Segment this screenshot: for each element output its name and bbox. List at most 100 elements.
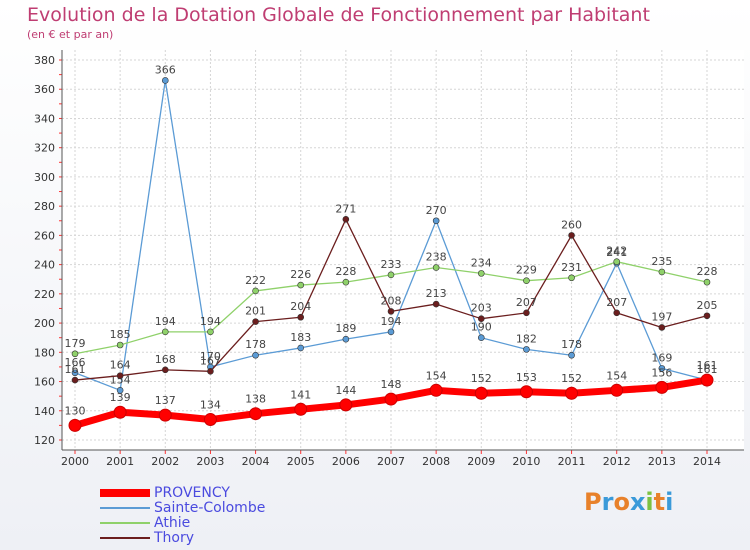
y-tick-label: 320 <box>34 142 55 155</box>
data-point <box>249 407 263 421</box>
legend-label: Thory <box>154 529 195 546</box>
data-point <box>703 312 711 320</box>
data-label: 182 <box>516 332 537 345</box>
x-tick-label: 2009 <box>467 455 495 468</box>
data-point <box>158 408 172 422</box>
x-tick-label: 2004 <box>242 455 270 468</box>
data-label: 190 <box>471 321 492 334</box>
legend-swatch-thory <box>100 536 150 539</box>
data-point <box>116 387 124 394</box>
data-label: 178 <box>561 338 582 351</box>
series-provency: 130 139 137 134 138 141 144 148 154 152 153 152 154 1… <box>65 359 718 432</box>
data-label: 233 <box>381 258 402 271</box>
legend-item-sainte-colombe: Sainte-Colombe <box>100 500 265 516</box>
legend-label: PROVENCY <box>154 484 230 501</box>
data-label: 228 <box>697 265 718 278</box>
data-point <box>432 264 440 271</box>
data-label: 205 <box>697 299 718 312</box>
data-label: 271 <box>335 202 356 215</box>
data-label: 204 <box>290 300 311 313</box>
data-point <box>658 268 666 276</box>
y-tick-label: 240 <box>34 259 55 272</box>
x-tick-label: 2010 <box>512 455 540 468</box>
data-point <box>565 386 579 400</box>
data-point <box>477 315 485 322</box>
chart-subtitle: (en € et par an) <box>27 28 114 41</box>
data-point <box>568 351 575 359</box>
y-tick-label: 220 <box>34 288 55 301</box>
data-label: 228 <box>335 265 356 278</box>
legend-swatch-provency <box>100 488 150 497</box>
x-tick-label: 2013 <box>648 455 676 468</box>
data-point <box>297 281 305 289</box>
data-point <box>477 334 485 341</box>
data-label: 229 <box>516 264 537 277</box>
data-point <box>252 351 259 359</box>
y-tick-label: 380 <box>34 54 55 67</box>
data-label: 137 <box>155 394 176 407</box>
data-label: 156 <box>651 366 672 379</box>
data-label: 208 <box>381 294 402 307</box>
x-tick-label: 2007 <box>377 455 405 468</box>
x-tick-label: 2006 <box>332 455 360 468</box>
series-thory: 161 164 168 167 201 204 271 208 213 203 207 260 207 1… <box>65 202 718 384</box>
data-point <box>71 350 79 358</box>
chart-title: Evolution de la Dotation Globale de Fonc… <box>27 4 650 26</box>
y-tick-label: 360 <box>34 83 55 96</box>
data-label: 153 <box>516 371 537 384</box>
data-point <box>116 341 124 349</box>
data-point <box>432 217 440 225</box>
data-label: 169 <box>651 351 672 364</box>
data-point <box>387 271 395 279</box>
logo-letter: t <box>653 488 666 516</box>
data-point <box>161 77 169 84</box>
data-label: 194 <box>155 315 176 328</box>
x-tick-label: 2000 <box>61 455 89 468</box>
legend-item-provency: PROVENCY <box>100 484 265 501</box>
data-point <box>384 392 398 406</box>
data-label: 231 <box>561 261 582 274</box>
y-tick-label: 280 <box>34 200 55 213</box>
legend-swatch-athie <box>100 521 150 524</box>
legend-item-athie: Athie <box>100 514 265 531</box>
y-tick-label: 300 <box>34 171 55 184</box>
logo-letter: P <box>584 488 602 516</box>
data-label: 194 <box>200 315 221 328</box>
data-point <box>387 328 395 336</box>
data-point <box>613 309 621 317</box>
logo-letter: r <box>601 488 614 516</box>
data-label: 141 <box>290 388 311 401</box>
y-tick-label: 120 <box>34 434 55 447</box>
data-label: 152 <box>561 372 582 385</box>
data-label: 168 <box>155 353 176 366</box>
data-point <box>703 278 711 286</box>
data-label: 201 <box>245 305 266 318</box>
y-tick-label: 140 <box>34 405 55 418</box>
data-label: 185 <box>110 328 131 341</box>
legend-item-thory: Thory <box>100 529 265 546</box>
data-label: 197 <box>651 310 672 323</box>
data-point <box>700 373 714 387</box>
legend-label: Athie <box>154 514 191 531</box>
data-point <box>297 344 305 352</box>
data-label: 130 <box>65 404 86 417</box>
data-point <box>568 232 575 239</box>
data-label: 161 <box>65 363 86 376</box>
data-label: 203 <box>471 302 492 315</box>
data-point <box>613 258 621 265</box>
data-point <box>523 346 530 353</box>
data-label: 161 <box>697 359 718 372</box>
data-point <box>68 418 82 432</box>
chart-legend: PROVENCY Sainte-Colombe Athie Thory <box>100 484 265 546</box>
x-tick-label: 2014 <box>693 455 721 468</box>
data-point <box>161 366 169 374</box>
y-tick-label: 200 <box>34 317 55 330</box>
data-label: 222 <box>245 274 266 287</box>
data-label: 138 <box>245 393 266 406</box>
x-tick-label: 2005 <box>287 455 315 468</box>
data-point <box>432 300 440 308</box>
x-tick-label: 2008 <box>422 455 450 468</box>
y-tick-label: 160 <box>34 376 55 389</box>
